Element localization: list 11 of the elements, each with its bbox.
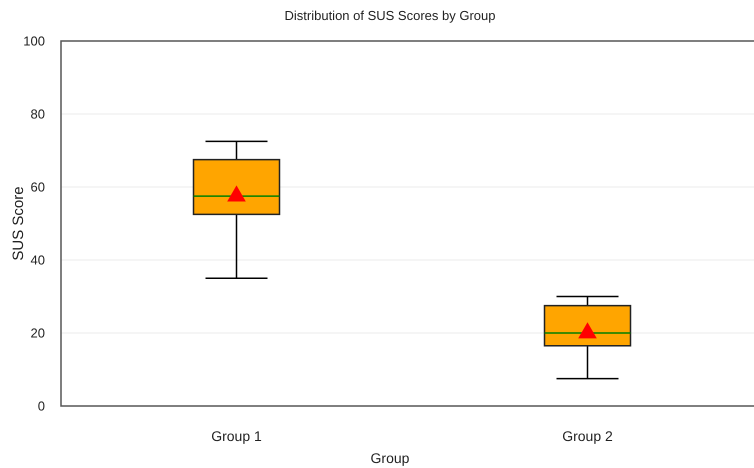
chart-title: Distribution of SUS Scores by Group: [284, 8, 496, 23]
x-tick-label: Group 1: [211, 428, 262, 444]
x-axis-title: Group: [370, 450, 410, 466]
y-tick-label: 100: [23, 34, 45, 49]
y-tick-label: 20: [30, 326, 45, 341]
y-axis-title: SUS Score: [10, 186, 27, 261]
y-tick-label: 80: [30, 106, 45, 122]
y-tick-label: 0: [38, 398, 45, 414]
y-tick-label: 60: [30, 180, 45, 195]
x-tick-label: Group 2: [562, 428, 614, 444]
y-tick-label: 40: [30, 252, 45, 268]
